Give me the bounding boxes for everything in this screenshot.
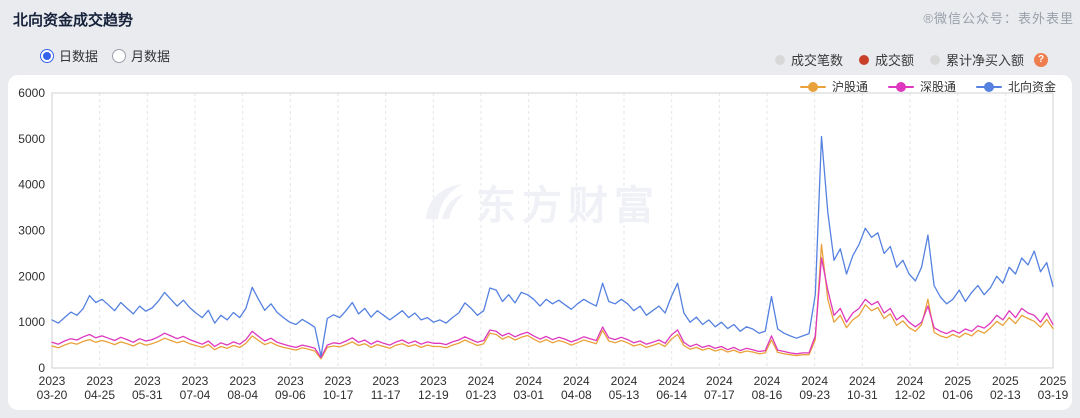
x-tick-year: 2024: [515, 374, 542, 388]
series-legend-item[interactable]: 北向资金: [975, 78, 1056, 95]
x-tick-year: 2023: [325, 374, 352, 388]
x-tick-date: 12-19: [418, 388, 449, 402]
x-tick-year: 2023: [134, 374, 161, 388]
x-tick-date: 09-23: [799, 388, 830, 402]
line-dot-legend-icon: [975, 81, 1002, 92]
x-tick-date: 08-16: [752, 388, 783, 402]
x-tick-year: 2024: [754, 374, 781, 388]
x-tick-date: 03-19: [1038, 388, 1069, 402]
x-tick-year: 2023: [39, 374, 66, 388]
y-tick-label: 0: [38, 361, 45, 375]
x-tick-date: 01-23: [466, 388, 497, 402]
eastmoney-logo-icon: [426, 184, 464, 219]
x-tick-year: 2023: [372, 374, 399, 388]
x-tick-date: 10-17: [323, 388, 354, 402]
x-tick-date: 11-17: [371, 388, 401, 402]
plot-border: [51, 92, 1054, 369]
radio-icon: [112, 48, 127, 63]
help-icon[interactable]: ?: [1034, 52, 1048, 67]
x-tick-date: 02-13: [990, 388, 1021, 402]
line-dot-legend-icon: [799, 81, 826, 92]
x-tick-date: 05-13: [609, 388, 640, 402]
x-tick-year: 2024: [468, 374, 495, 388]
radio-icon: [40, 48, 54, 63]
x-tick-year: 2023: [277, 374, 304, 388]
x-tick-year: 2025: [944, 374, 971, 388]
indicator-legend-item[interactable]: 成交额: [858, 50, 914, 69]
indicator-legend-item[interactable]: 成交笔数: [774, 50, 843, 69]
eastmoney-watermark: 东方财富: [420, 173, 660, 231]
x-tick-date: 03-01: [513, 388, 544, 402]
radio-label: 日数据: [59, 49, 99, 64]
x-tick-date: 12-02: [895, 388, 926, 402]
x-tick-year: 2025: [1040, 374, 1067, 388]
wechat-credit-watermark: ®微信公众号：表外表里: [923, 11, 1074, 26]
x-tick-date: 04-08: [561, 388, 592, 402]
x-tick-year: 2023: [229, 374, 256, 388]
series-legend-label: 深股通: [919, 80, 956, 94]
x-tick-date: 06-14: [656, 388, 687, 402]
radio-monthly-data[interactable]: 月数据: [112, 46, 170, 65]
indicator-legend: 成交笔数 成交额 累计净买入额?: [774, 50, 1048, 69]
x-tick-year: 2024: [849, 374, 876, 388]
legend-dot-icon: [774, 54, 785, 65]
page-title: 北向资金成交趋势: [13, 12, 134, 29]
y-tick-label: 3000: [18, 224, 45, 238]
x-tick-year: 2025: [992, 374, 1019, 388]
y-tick-label: 2000: [18, 269, 45, 283]
series-line-沪股通: [51, 243, 1054, 360]
series-legend-item[interactable]: 深股通: [887, 78, 956, 95]
line-dot-legend-icon: [887, 81, 914, 92]
x-tick-date: 05-31: [132, 388, 163, 402]
y-tick-label: 5000: [18, 132, 45, 146]
x-tick-date: 08-04: [227, 388, 258, 402]
series-legend-label: 北向资金: [1007, 80, 1056, 94]
x-tick-date: 03-20: [37, 388, 68, 402]
series-line-北向资金: [51, 135, 1054, 357]
x-tick-date: 09-06: [275, 388, 306, 402]
x-tick-year: 2024: [563, 374, 590, 388]
x-tick-date: 07-04: [180, 388, 211, 402]
chart-card: 沪股通 深股通 北向资金 东方财富 2023 03-20 2023 04-25 2023 05…: [8, 75, 1072, 410]
y-tick-label: 6000: [18, 86, 45, 100]
series-legend-label: 沪股通: [831, 80, 868, 94]
x-tick-date: 10-31: [847, 388, 878, 402]
x-tick-year: 2024: [897, 374, 924, 388]
x-tick-year: 2023: [182, 374, 209, 388]
line-chart-plot-area[interactable]: 202303-20202304-25202305-31202307-042023…: [8, 75, 1072, 410]
y-tick-label: 4000: [18, 178, 45, 192]
legend-dot-icon: [929, 54, 940, 65]
x-tick-year: 2023: [420, 374, 447, 388]
legend-dot-icon: [858, 54, 869, 65]
x-tick-year: 2024: [706, 374, 733, 388]
y-tick-label: 1000: [18, 315, 45, 329]
x-tick-date: 07-17: [704, 388, 735, 402]
x-tick-date: 01-06: [942, 388, 973, 402]
x-tick-year: 2024: [611, 374, 638, 388]
series-legend-item[interactable]: 沪股通: [799, 78, 868, 95]
indicator-legend-label: 成交笔数: [790, 53, 843, 68]
radio-daily-data[interactable]: 日数据: [40, 46, 98, 65]
indicator-legend-item[interactable]: 累计净买入额: [929, 50, 1024, 69]
x-tick-date: 04-25: [84, 388, 115, 402]
indicator-legend-label: 累计净买入额: [945, 53, 1024, 68]
x-tick-year: 2023: [86, 374, 113, 388]
eastmoney-watermark-text: 东方财富: [476, 184, 660, 228]
series-legend: 沪股通 深股通 北向资金: [799, 78, 1056, 95]
x-tick-year: 2024: [658, 374, 685, 388]
series-line-深股通: [51, 257, 1054, 359]
indicator-legend-label: 成交额: [874, 53, 914, 68]
radio-label: 月数据: [131, 49, 171, 64]
x-tick-year: 2024: [801, 374, 828, 388]
data-granularity-radio-group: 日数据 月数据: [40, 46, 170, 65]
